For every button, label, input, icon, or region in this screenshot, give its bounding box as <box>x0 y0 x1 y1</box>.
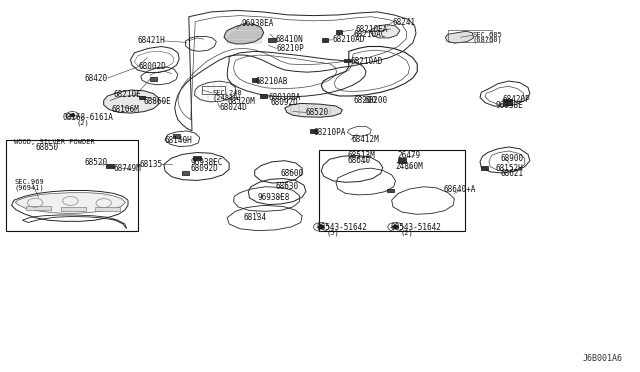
Text: (68760): (68760) <box>472 37 502 44</box>
Text: 68412M: 68412M <box>351 135 379 144</box>
Bar <box>448 30 492 42</box>
Text: 68410N: 68410N <box>275 35 303 44</box>
Text: J6B001A6: J6B001A6 <box>582 354 622 363</box>
Text: 26479: 26479 <box>397 151 420 160</box>
Text: 68513M: 68513M <box>348 151 375 160</box>
Text: 68241: 68241 <box>392 18 415 27</box>
Text: (2): (2) <box>77 119 90 126</box>
Text: 68210AB: 68210AB <box>256 77 289 86</box>
Text: 24860M: 24860M <box>396 162 423 171</box>
Text: 68210AD: 68210AD <box>351 57 383 66</box>
Text: SEC.969: SEC.969 <box>14 179 44 185</box>
Circle shape <box>319 225 324 228</box>
Bar <box>26 206 51 210</box>
Text: SEC.248: SEC.248 <box>212 90 242 96</box>
Text: 68420: 68420 <box>84 74 108 83</box>
Polygon shape <box>285 103 342 117</box>
Bar <box>139 96 145 99</box>
Polygon shape <box>224 24 264 44</box>
Bar <box>106 164 114 168</box>
Bar <box>150 77 157 81</box>
Bar <box>398 158 406 163</box>
Text: 68850: 68850 <box>35 143 58 152</box>
Bar <box>252 78 258 82</box>
Bar <box>344 59 350 62</box>
Bar <box>61 207 86 211</box>
Text: 68420P: 68420P <box>502 95 530 104</box>
Text: 68210E: 68210E <box>113 90 141 99</box>
Text: 68210AC: 68210AC <box>354 30 387 39</box>
Text: 68200: 68200 <box>365 96 388 105</box>
Text: (24810): (24810) <box>212 94 242 101</box>
Text: 08543-51642: 08543-51642 <box>317 223 367 232</box>
Text: 68600: 68600 <box>281 169 304 178</box>
Text: 68140H: 68140H <box>164 136 192 145</box>
Text: 96938EA: 96938EA <box>242 19 275 28</box>
Bar <box>503 99 512 105</box>
Bar <box>481 166 488 170</box>
Circle shape <box>393 225 398 228</box>
Bar <box>193 156 201 160</box>
Text: 68520: 68520 <box>84 158 108 167</box>
Text: 68200: 68200 <box>354 96 377 105</box>
Text: 08168-6161A: 08168-6161A <box>63 113 113 122</box>
Bar <box>95 207 120 211</box>
Text: WOOD, SILVER POWDER: WOOD, SILVER POWDER <box>14 139 95 145</box>
Bar <box>6 140 138 231</box>
Bar <box>322 38 328 42</box>
Text: 68024D: 68024D <box>220 103 247 112</box>
Text: 68106M: 68106M <box>112 105 140 114</box>
Text: 68092D: 68092D <box>270 98 298 107</box>
Text: 68092D: 68092D <box>191 164 218 173</box>
Text: 68520: 68520 <box>306 108 329 117</box>
Text: 68210EA: 68210EA <box>355 25 388 34</box>
Text: (96941): (96941) <box>14 184 44 191</box>
Polygon shape <box>445 31 474 43</box>
Text: SEC.685: SEC.685 <box>472 32 502 38</box>
Text: 68621: 68621 <box>500 169 524 178</box>
Bar <box>319 150 465 231</box>
Text: 68010BA: 68010BA <box>268 93 301 102</box>
Text: 68210AD: 68210AD <box>333 35 365 44</box>
Text: 68630: 68630 <box>275 182 298 190</box>
Bar <box>182 171 189 175</box>
Text: 68900: 68900 <box>500 154 524 163</box>
Text: 96938E8: 96938E8 <box>258 193 291 202</box>
Text: 68860E: 68860E <box>143 97 171 106</box>
Text: 68134: 68134 <box>243 213 266 222</box>
Text: 68210P: 68210P <box>276 44 304 53</box>
Text: 96938EC: 96938EC <box>191 158 223 167</box>
Text: 68640: 68640 <box>348 156 371 165</box>
Text: 68152H: 68152H <box>495 164 523 173</box>
Text: 08543-51642: 08543-51642 <box>390 223 441 232</box>
Polygon shape <box>104 90 159 113</box>
Polygon shape <box>15 193 125 214</box>
Text: 68640+A: 68640+A <box>444 185 476 194</box>
Text: 68002D: 68002D <box>138 62 166 71</box>
Polygon shape <box>370 25 400 38</box>
Text: 68421H: 68421H <box>138 36 165 45</box>
Bar <box>268 38 276 42</box>
Text: (5): (5) <box>326 230 339 236</box>
Text: 68749M: 68749M <box>114 164 141 173</box>
Text: 96938E: 96938E <box>496 101 524 110</box>
Text: 68520M: 68520M <box>227 97 255 106</box>
Text: 68135: 68135 <box>140 160 163 169</box>
Text: (2): (2) <box>400 230 413 236</box>
Text: 68210PA: 68210PA <box>314 128 346 137</box>
Bar <box>310 129 317 133</box>
Bar <box>202 86 225 94</box>
Circle shape <box>70 114 74 117</box>
Bar <box>387 189 394 192</box>
Bar <box>260 94 267 98</box>
Bar <box>336 30 342 34</box>
Bar <box>173 134 180 138</box>
